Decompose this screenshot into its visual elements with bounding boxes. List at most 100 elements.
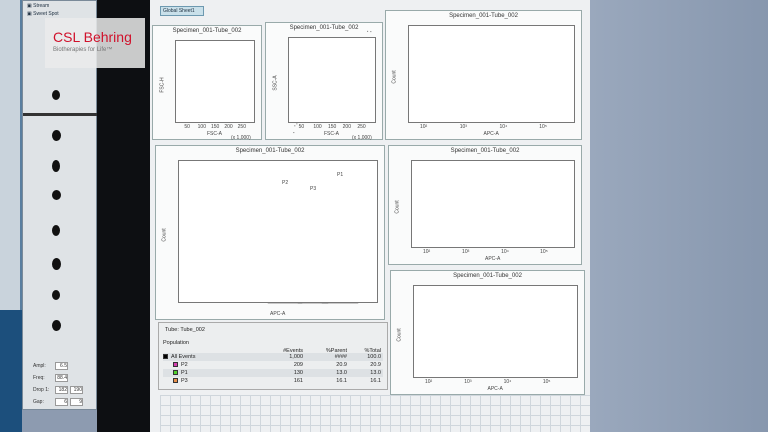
tab-global-sheet[interactable]: Global Sheet1 xyxy=(160,6,204,16)
tube-caption: Tube: xyxy=(165,327,179,333)
parent-cell: 16.1 xyxy=(336,378,347,384)
drop-monitor-panel: ▣ Stream ▣ Sweet Spot xyxy=(22,0,98,410)
plot-hist_main[interactable]: Specimen_001-Tube_002 APC-A Count P2 P3 P1 xyxy=(155,145,385,320)
plot-title: Specimen_001-Tube_002 xyxy=(235,148,305,154)
plot-scatter1[interactable]: Specimen_001-Tube_002 FSC-A FSC-H (x 1,00… xyxy=(152,25,262,141)
col-population: Population xyxy=(163,340,189,346)
droplet-icon xyxy=(52,90,60,100)
x-tick-label: 150 xyxy=(211,124,220,130)
x-tick-label: 10³ xyxy=(459,124,467,130)
y-axis-label: FSC-H xyxy=(159,76,166,93)
x-tick-label: 10⁵ xyxy=(539,124,547,130)
table-row[interactable]: P3 161 16.1 16.1 xyxy=(163,377,383,385)
x-tick-label: 50 xyxy=(184,124,190,130)
gate-label[interactable]: P1 xyxy=(337,172,344,178)
csl-behring-logo: CSL Behring Biotherapies for Life™ xyxy=(45,18,145,68)
plot-title: Specimen_001-Tube_002 xyxy=(453,273,522,279)
population-label: P1 xyxy=(181,370,188,376)
events-cell: 161 xyxy=(293,378,303,384)
sidebar-label: Stream xyxy=(33,3,50,9)
drop-control[interactable]: Ampl: 6.5 xyxy=(33,362,68,370)
control-label: Gap: xyxy=(33,399,44,405)
control-value[interactable]: 6 xyxy=(55,398,68,406)
sidebar-item-stream[interactable]: ▣ Stream xyxy=(27,3,50,9)
x-axis-label: FSC-A xyxy=(207,131,222,137)
divider xyxy=(23,113,98,116)
plot-title: Specimen_001-Tube_002 xyxy=(450,148,520,154)
control-label: Ampl: xyxy=(33,363,46,369)
population-name: P2 xyxy=(163,362,188,368)
x-tick-label: 10⁴ xyxy=(501,249,509,255)
control-value[interactable]: 182 xyxy=(55,386,68,394)
droplet-icon xyxy=(52,160,60,172)
x-tick-label: 250 xyxy=(357,124,366,130)
droplet-icon xyxy=(52,130,61,141)
population-label: All Events xyxy=(171,354,196,360)
table-row[interactable]: P2 209 20.9 20.9 xyxy=(163,361,383,369)
axis-unit: (x 1,000) xyxy=(231,135,251,141)
x-tick-label: 10² xyxy=(425,379,433,385)
axis-unit: (x 1,000) xyxy=(352,135,372,141)
population-stats-table: Tube: Tube_002 Population #Events %Paren… xyxy=(158,322,388,390)
y-axis-label: Count xyxy=(161,227,168,242)
y-axis-label: Count xyxy=(396,327,403,342)
control-value[interactable]: 6.5 xyxy=(55,362,68,370)
x-tick-label: 50 xyxy=(298,124,305,130)
drop-control[interactable]: Drop 1: 182 190 xyxy=(33,386,83,394)
monitor-bezel xyxy=(97,0,155,432)
x-tick-label: 10² xyxy=(420,124,428,130)
x-tick-label: 10² xyxy=(423,249,431,255)
parent-cell: #### xyxy=(334,354,347,360)
droplet-icon xyxy=(52,290,60,300)
table-row[interactable]: All Events 1,000 #### 100.0 xyxy=(163,353,383,361)
x-axis-label: APC-A xyxy=(485,256,501,262)
total-cell: 13.0 xyxy=(370,370,381,376)
logo-name: CSL Behring xyxy=(53,29,132,45)
plot-scatter2[interactable]: Specimen_001-Tube_002 FSC-A SSC-A (x 1,00… xyxy=(265,22,383,141)
population-color-swatch xyxy=(173,378,178,384)
control-value[interactable]: 88.4 xyxy=(55,374,68,382)
x-tick-label: 10⁵ xyxy=(542,379,551,385)
x-tick-label: 200 xyxy=(342,124,351,130)
x-tick-label: 200 xyxy=(224,124,233,130)
tube-label: Tube: Tube_002 xyxy=(165,327,205,333)
plot-hist_p3[interactable]: Specimen_001-Tube_002 APC-A Count 10² 10³ 1… xyxy=(390,270,585,395)
gate-label[interactable]: P3 xyxy=(310,186,317,192)
control-value-2[interactable]: 9 xyxy=(70,398,83,406)
x-tick-label: 100 xyxy=(197,124,206,130)
plot-hist_p2[interactable]: Specimen_001-Tube_002 APC-A Count 10² 10³ 1… xyxy=(385,10,582,140)
stats-header-row: Population #Events %Parent %Total xyxy=(163,339,383,354)
col-parent: %Parent xyxy=(325,348,347,354)
plot-area xyxy=(408,25,575,123)
gate-label[interactable]: P2 xyxy=(282,180,289,186)
y-axis-label: Count xyxy=(391,70,398,84)
x-tick-label: 10⁵ xyxy=(540,249,548,255)
plot-area xyxy=(413,285,578,378)
plot-area xyxy=(175,40,255,123)
population-color-swatch xyxy=(173,370,178,376)
control-value-2[interactable]: 190 xyxy=(70,386,83,394)
droplet-icon xyxy=(52,320,61,331)
event-dot xyxy=(296,123,298,125)
drop-control[interactable]: Gap: 6 9 xyxy=(33,398,83,406)
event-dot xyxy=(294,125,296,127)
x-axis-label: APC-A xyxy=(483,131,499,137)
y-axis-label: SSC-A xyxy=(272,75,279,91)
sidebar-item-sweet-spot[interactable]: ▣ Sweet Spot xyxy=(27,11,59,17)
control-label: Freq: xyxy=(33,375,45,381)
events-cell: 209 xyxy=(293,362,303,368)
plot-area xyxy=(411,160,575,248)
population-name: All Events xyxy=(163,354,195,360)
total-cell: 16.1 xyxy=(370,378,381,384)
control-label: Drop 1: xyxy=(33,387,50,393)
drop-control[interactable]: Freq: 88.4 xyxy=(33,374,68,382)
population-color-swatch xyxy=(173,362,178,368)
col-total: %Total xyxy=(364,348,381,354)
plot-hist_p1[interactable]: Specimen_001-Tube_002 APC-A Count 10² 10³ 1… xyxy=(388,145,582,265)
event-dot xyxy=(293,132,295,134)
event-dot xyxy=(367,30,369,32)
event-dot xyxy=(370,31,372,33)
table-row[interactable]: P1 130 13.0 13.0 xyxy=(163,369,383,377)
x-axis-label: APC-A xyxy=(270,311,286,317)
events-cell: 130 xyxy=(293,370,303,376)
